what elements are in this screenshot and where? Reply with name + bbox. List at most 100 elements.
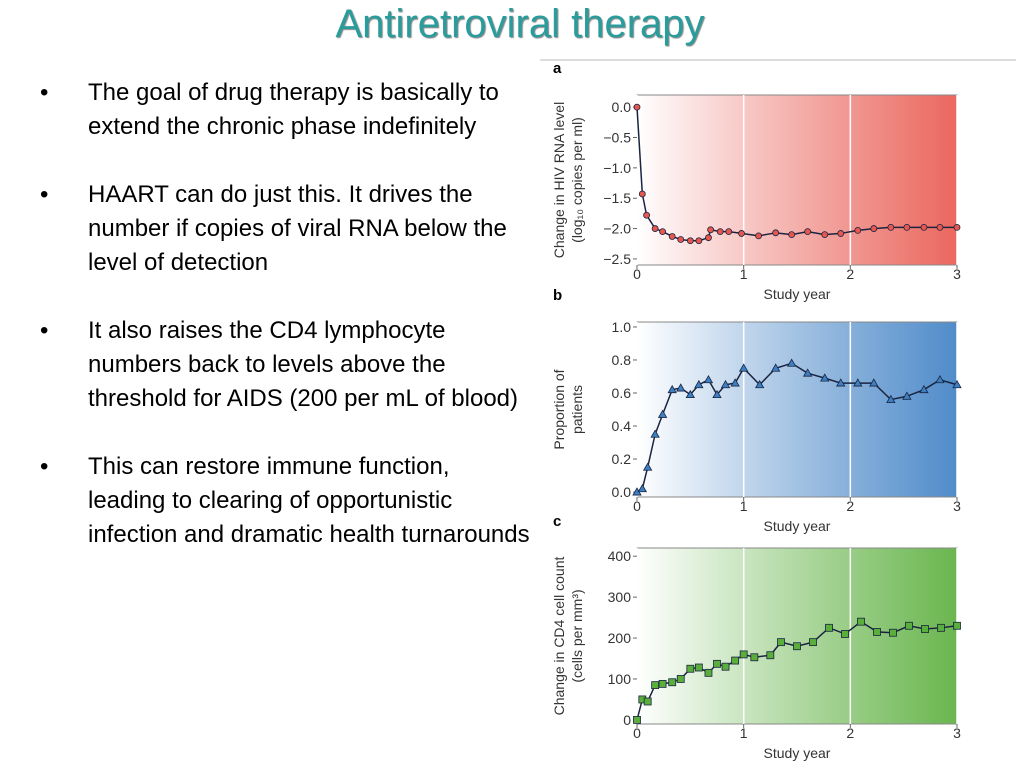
y-tick-label: 0.6	[612, 385, 632, 401]
y-tick-label: 200	[608, 630, 632, 646]
marker	[695, 237, 703, 245]
marker	[651, 681, 660, 690]
marker	[642, 462, 653, 471]
bullet: It also raises the CD4 lymphocyte number…	[40, 314, 530, 416]
x-axis-label: Study year	[764, 745, 831, 761]
marker	[643, 211, 650, 219]
marker	[677, 236, 685, 243]
x-axis-label: Study year	[764, 518, 831, 534]
y-tick-label: 0.4	[612, 418, 632, 434]
x-tick-label: 1	[740, 725, 748, 741]
panel-label: b	[553, 287, 562, 304]
y-axis-label: (cells per mm³)	[569, 589, 585, 682]
marker	[667, 384, 677, 394]
marker	[770, 363, 781, 372]
marker	[633, 103, 641, 111]
marker	[703, 374, 714, 384]
marker	[712, 389, 722, 399]
marker	[750, 653, 759, 662]
marker	[873, 628, 881, 636]
marker	[754, 379, 765, 389]
plot-area	[636, 321, 958, 498]
y-axis-label: patients	[569, 385, 585, 434]
marker	[739, 650, 748, 659]
bullet-list: The goal of drug therapy is basically to…	[40, 76, 530, 586]
marker	[889, 628, 897, 637]
y-axis-label: (log₁₀ copies per ml)	[569, 117, 585, 243]
y-tick-label: 0.0	[612, 99, 632, 115]
marker	[854, 226, 862, 234]
y-axis-label: Change in HIV RNA level	[551, 102, 567, 258]
x-tick-label: 1	[740, 266, 748, 282]
x-tick-label: 2	[846, 725, 854, 741]
marker	[643, 697, 652, 706]
marker	[659, 228, 666, 236]
marker	[731, 656, 740, 665]
slide-title: Antiretroviral therapy	[335, 2, 705, 46]
y-axis-label: Proportion of	[551, 369, 567, 449]
marker	[820, 373, 830, 382]
marker	[825, 623, 833, 632]
bullet: This can restore immune function, leadin…	[40, 450, 530, 552]
marker	[952, 379, 962, 389]
marker	[694, 663, 703, 672]
marker	[857, 617, 865, 626]
marker	[721, 662, 730, 671]
marker	[953, 621, 961, 630]
marker	[903, 223, 911, 231]
bullet: The goal of drug therapy is basically to…	[40, 76, 530, 144]
y-tick-label: 1.0	[612, 319, 632, 335]
bullet: HAART can do just this. It drives the nu…	[40, 178, 530, 280]
marker	[668, 678, 677, 687]
x-tick-label: 1	[740, 498, 748, 514]
marker	[668, 233, 676, 240]
x-axis-label: Study year	[764, 286, 831, 302]
marker	[788, 231, 796, 239]
marker	[870, 225, 878, 232]
marker	[713, 659, 721, 668]
y-tick-label: −1.0	[603, 160, 631, 176]
x-tick-label: 0	[633, 266, 641, 282]
marker	[694, 379, 704, 389]
x-tick-label: 0	[633, 498, 641, 514]
x-tick-label: 0	[633, 725, 641, 741]
x-tick-label: 3	[953, 725, 961, 741]
marker	[802, 368, 813, 377]
x-tick-label: 3	[953, 498, 961, 514]
x-tick-label: 3	[953, 266, 961, 282]
marker	[886, 394, 896, 403]
panel-label: c	[553, 513, 561, 530]
data-line	[636, 620, 958, 721]
marker	[772, 229, 780, 237]
marker	[804, 228, 812, 236]
marker	[685, 389, 696, 399]
marker	[777, 638, 785, 647]
y-tick-label: 400	[608, 548, 632, 564]
marker	[686, 664, 695, 673]
marker	[716, 228, 724, 236]
y-tick-label: −2.5	[603, 251, 631, 267]
marker	[853, 378, 863, 387]
marker	[953, 223, 961, 231]
marker	[920, 223, 928, 231]
marker	[921, 625, 929, 633]
marker	[704, 668, 713, 677]
marker	[651, 225, 659, 232]
plot-area	[636, 94, 958, 266]
y-tick-label: 100	[608, 671, 632, 687]
marker	[738, 363, 749, 372]
marker	[793, 642, 801, 651]
marker	[766, 651, 775, 660]
marker	[658, 679, 667, 688]
marker	[638, 190, 646, 198]
marker	[676, 383, 686, 392]
marker	[650, 429, 660, 438]
x-tick-label: 2	[846, 498, 854, 514]
y-tick-label: 0	[623, 712, 631, 728]
y-tick-label: −1.5	[603, 190, 631, 206]
marker	[720, 379, 731, 389]
marker	[707, 226, 714, 234]
y-axis-label: Change in CD4 cell count	[551, 557, 567, 716]
marker	[686, 237, 694, 245]
